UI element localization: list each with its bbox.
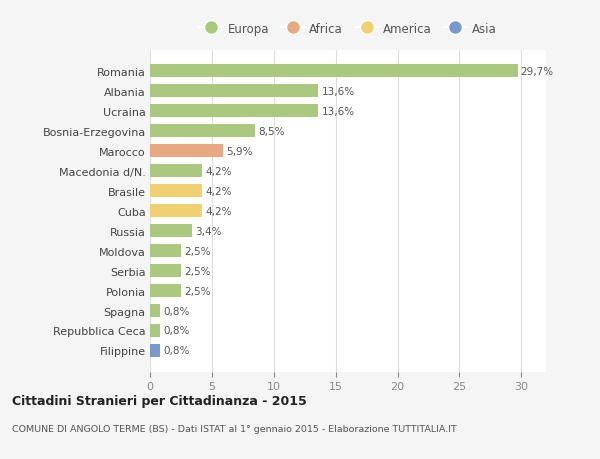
Text: 8,5%: 8,5% [258,126,285,136]
Bar [150,285,181,297]
Text: 4,2%: 4,2% [205,186,232,196]
Text: COMUNE DI ANGOLO TERME (BS) - Dati ISTAT al 1° gennaio 2015 - Elaborazione TUTTI: COMUNE DI ANGOLO TERME (BS) - Dati ISTAT… [12,425,457,433]
Text: 0,8%: 0,8% [163,326,190,336]
Text: 13,6%: 13,6% [322,87,355,96]
Bar [150,325,160,337]
Bar [150,165,202,178]
Bar [150,105,318,118]
Text: 4,2%: 4,2% [205,166,232,176]
Text: 2,5%: 2,5% [184,266,211,276]
Text: 4,2%: 4,2% [205,206,232,216]
Text: 2,5%: 2,5% [184,286,211,296]
Bar [150,185,202,198]
Text: 3,4%: 3,4% [195,226,221,236]
Text: 0,8%: 0,8% [163,346,190,356]
Bar [150,205,202,218]
Bar [150,224,192,238]
Text: 2,5%: 2,5% [184,246,211,256]
Legend: Europa, Africa, America, Asia: Europa, Africa, America, Asia [194,18,502,40]
Bar [150,65,518,78]
Bar [150,245,181,257]
Text: 29,7%: 29,7% [521,67,554,77]
Bar [150,304,160,317]
Bar [150,145,223,158]
Text: 0,8%: 0,8% [163,306,190,316]
Text: 13,6%: 13,6% [322,106,355,117]
Text: 5,9%: 5,9% [226,146,253,157]
Bar [150,344,160,357]
Bar [150,264,181,277]
Text: Cittadini Stranieri per Cittadinanza - 2015: Cittadini Stranieri per Cittadinanza - 2… [12,394,307,407]
Bar [150,85,318,98]
Bar [150,125,255,138]
